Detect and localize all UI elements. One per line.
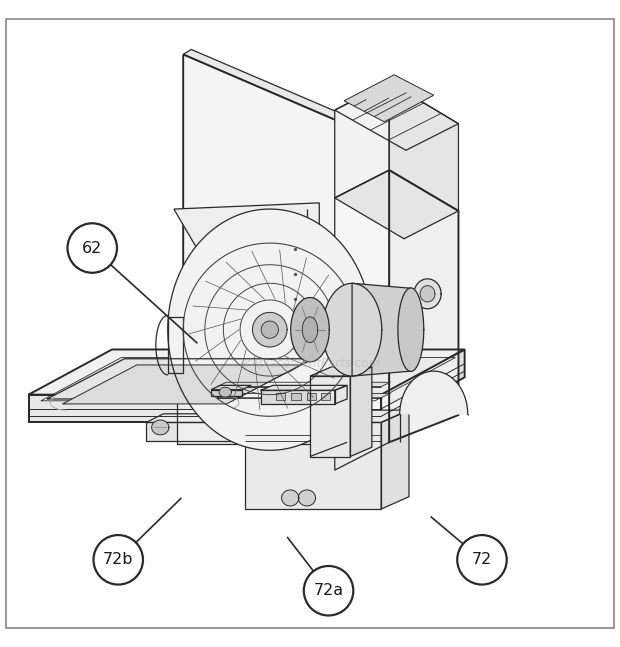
Polygon shape: [406, 146, 415, 373]
Polygon shape: [381, 349, 464, 422]
Text: 62: 62: [82, 241, 102, 256]
Polygon shape: [183, 49, 415, 150]
Polygon shape: [217, 393, 391, 398]
Polygon shape: [217, 382, 391, 387]
Polygon shape: [174, 203, 319, 373]
Polygon shape: [414, 279, 441, 309]
Polygon shape: [398, 288, 423, 371]
Polygon shape: [420, 285, 435, 302]
Polygon shape: [41, 358, 455, 401]
Polygon shape: [389, 82, 458, 211]
Polygon shape: [291, 298, 329, 362]
Polygon shape: [281, 490, 299, 506]
Polygon shape: [344, 75, 434, 122]
Polygon shape: [168, 209, 372, 450]
Text: 72a: 72a: [314, 583, 343, 598]
Polygon shape: [335, 170, 458, 239]
Polygon shape: [245, 422, 381, 509]
Polygon shape: [389, 170, 458, 443]
Polygon shape: [152, 420, 169, 435]
Polygon shape: [276, 393, 285, 400]
Polygon shape: [322, 283, 382, 376]
Polygon shape: [400, 371, 467, 415]
Polygon shape: [177, 373, 363, 444]
Polygon shape: [168, 317, 183, 373]
Polygon shape: [63, 365, 301, 404]
Polygon shape: [335, 82, 458, 150]
Circle shape: [94, 535, 143, 584]
Circle shape: [68, 223, 117, 273]
Polygon shape: [29, 349, 464, 395]
Polygon shape: [47, 358, 313, 399]
Polygon shape: [335, 386, 347, 404]
Polygon shape: [310, 367, 372, 376]
Polygon shape: [146, 414, 253, 422]
Text: 72b: 72b: [103, 553, 133, 567]
Polygon shape: [211, 389, 242, 397]
Polygon shape: [261, 321, 278, 338]
Polygon shape: [219, 387, 231, 397]
Circle shape: [304, 566, 353, 615]
Polygon shape: [252, 313, 287, 347]
Polygon shape: [260, 386, 347, 390]
Polygon shape: [335, 170, 389, 470]
Polygon shape: [245, 410, 409, 422]
Polygon shape: [298, 490, 316, 506]
Polygon shape: [335, 82, 389, 198]
Polygon shape: [352, 283, 411, 376]
Circle shape: [457, 535, 507, 584]
Polygon shape: [381, 410, 409, 509]
Polygon shape: [321, 393, 330, 400]
Polygon shape: [307, 393, 316, 400]
Polygon shape: [303, 317, 317, 342]
Text: 72: 72: [472, 553, 492, 567]
Polygon shape: [350, 367, 372, 457]
Polygon shape: [29, 395, 381, 422]
Polygon shape: [260, 390, 335, 404]
Polygon shape: [310, 376, 350, 457]
Polygon shape: [146, 422, 236, 441]
Polygon shape: [291, 393, 301, 400]
Polygon shape: [183, 54, 406, 373]
Text: ereplacementParts.com: ereplacementParts.com: [239, 357, 381, 370]
Polygon shape: [211, 386, 251, 389]
